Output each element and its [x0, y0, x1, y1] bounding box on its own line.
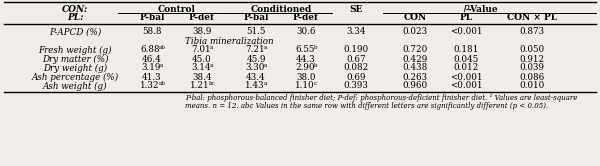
Text: 0.263: 0.263 [403, 73, 428, 82]
Text: 38.9: 38.9 [193, 28, 212, 37]
Text: Dry matter (%): Dry matter (%) [42, 54, 108, 64]
Text: ab: ab [158, 81, 165, 86]
Text: P-APCD (%): P-APCD (%) [49, 28, 101, 37]
Text: Fresh weight (g): Fresh weight (g) [38, 45, 112, 55]
Text: b: b [313, 63, 317, 68]
Text: 3.14: 3.14 [191, 64, 211, 73]
Text: 38.4: 38.4 [192, 73, 212, 82]
Text: <0.001: <0.001 [450, 28, 482, 37]
Text: 30.6: 30.6 [296, 28, 316, 37]
Text: 0.045: 0.045 [454, 54, 479, 64]
Text: 3.30: 3.30 [245, 64, 265, 73]
Text: CON: CON [403, 13, 427, 23]
Text: a: a [263, 45, 267, 50]
Text: 1.32: 1.32 [140, 82, 160, 90]
Text: 0.050: 0.050 [520, 45, 545, 54]
Text: 7.01: 7.01 [191, 45, 211, 54]
Text: Tibia mineralization: Tibia mineralization [185, 37, 274, 45]
Text: 44.3: 44.3 [296, 54, 316, 64]
Text: c: c [313, 81, 316, 86]
Text: <0.001: <0.001 [450, 73, 482, 82]
Text: 2.90: 2.90 [295, 64, 315, 73]
Text: PL:: PL: [67, 13, 83, 23]
Text: Ash percentage (%): Ash percentage (%) [31, 72, 119, 82]
Text: 0.039: 0.039 [520, 64, 545, 73]
Text: ab: ab [158, 45, 165, 50]
Text: 0.393: 0.393 [344, 82, 368, 90]
Text: 45.9: 45.9 [246, 54, 266, 64]
Text: 46.4: 46.4 [142, 54, 162, 64]
Text: 1.43: 1.43 [245, 82, 265, 90]
Text: 0.190: 0.190 [343, 45, 368, 54]
Text: a: a [209, 45, 213, 50]
Text: a: a [263, 63, 267, 68]
Text: 6.88: 6.88 [140, 45, 160, 54]
Text: P-def: P-def [189, 13, 215, 23]
Text: PL: PL [460, 13, 473, 23]
Text: P-bal: phosphorous-balanced finisher diet; P-def: phosphorous-deficient finisher: P-bal: phosphorous-balanced finisher die… [185, 94, 577, 102]
Text: CON:: CON: [62, 4, 88, 13]
Text: 7.21: 7.21 [245, 45, 265, 54]
Text: 3.19: 3.19 [142, 64, 161, 73]
Text: P-bal: P-bal [139, 13, 164, 23]
Text: 6.55: 6.55 [295, 45, 314, 54]
Text: 0.912: 0.912 [520, 54, 545, 64]
Text: 0.082: 0.082 [343, 64, 368, 73]
Text: 0.429: 0.429 [403, 54, 428, 64]
Text: 1.10: 1.10 [295, 82, 315, 90]
Text: -Value: -Value [468, 4, 499, 13]
Text: <0.001: <0.001 [450, 82, 482, 90]
Text: CON × PL: CON × PL [507, 13, 557, 23]
Text: a: a [209, 63, 213, 68]
Text: 51.5: 51.5 [247, 28, 266, 37]
Text: 0.010: 0.010 [520, 82, 545, 90]
Text: 0.67: 0.67 [346, 54, 366, 64]
Text: 0.023: 0.023 [403, 28, 428, 37]
Text: $p$: $p$ [463, 3, 470, 14]
Text: Control: Control [158, 4, 196, 13]
Text: Conditioned: Conditioned [250, 4, 311, 13]
Text: 0.086: 0.086 [520, 73, 545, 82]
Text: 45.0: 45.0 [192, 54, 212, 64]
Text: 58.8: 58.8 [142, 28, 162, 37]
Text: P-def: P-def [293, 13, 319, 23]
Text: P-bal: P-bal [244, 13, 269, 23]
Text: 41.3: 41.3 [142, 73, 162, 82]
Text: 0.720: 0.720 [403, 45, 428, 54]
Text: 0.438: 0.438 [403, 64, 428, 73]
Text: SE: SE [349, 4, 362, 13]
Text: b: b [313, 45, 317, 50]
Text: a: a [263, 81, 267, 86]
Text: 43.4: 43.4 [246, 73, 266, 82]
Text: 0.873: 0.873 [520, 28, 545, 37]
Text: Dry weight (g): Dry weight (g) [43, 63, 107, 73]
Text: 38.0: 38.0 [296, 73, 316, 82]
Text: a: a [160, 63, 163, 68]
Text: 3.34: 3.34 [346, 28, 366, 37]
Text: bc: bc [208, 81, 215, 86]
Text: 0.69: 0.69 [346, 73, 366, 82]
Text: Ash weight (g): Ash weight (g) [43, 82, 107, 91]
Text: 1.21: 1.21 [190, 82, 210, 90]
Text: 0.960: 0.960 [403, 82, 428, 90]
Text: 0.181: 0.181 [454, 45, 479, 54]
Text: 0.012: 0.012 [454, 64, 479, 73]
Text: means. n = 12. abc Values in the same row with different letters are significant: means. n = 12. abc Values in the same ro… [185, 102, 548, 110]
